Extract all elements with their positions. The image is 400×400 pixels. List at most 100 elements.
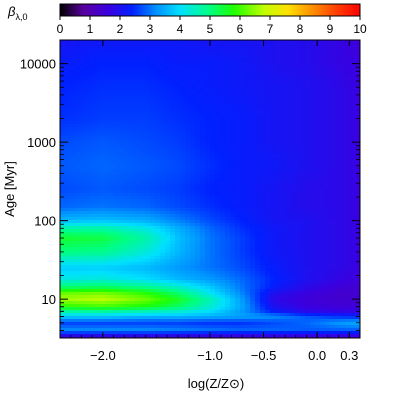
heatmap-cell (180, 217, 186, 221)
heatmap-cell (140, 235, 146, 239)
heatmap-cell (185, 160, 191, 164)
heatmap-cell (250, 244, 256, 248)
heatmap-cell (305, 115, 311, 119)
heatmap-cell (165, 283, 171, 287)
heatmap-cell (75, 208, 81, 212)
heatmap-cell (305, 145, 311, 149)
heatmap-cell (85, 112, 91, 116)
heatmap-cell (335, 205, 341, 209)
heatmap-cell (330, 238, 336, 242)
heatmap-cell (65, 136, 71, 140)
heatmap-cell (200, 271, 206, 275)
heatmap-cell (90, 187, 96, 191)
heatmap-cell (115, 217, 121, 221)
heatmap-cell (90, 166, 96, 170)
heatmap-cell (265, 91, 271, 95)
heatmap-cell (80, 157, 86, 161)
heatmap-cell (300, 238, 306, 242)
heatmap-cell (140, 109, 146, 113)
heatmap-cell (295, 208, 301, 212)
heatmap-cell (325, 223, 331, 227)
heatmap-cell (110, 271, 116, 275)
heatmap-cell (330, 64, 336, 68)
heatmap-cell (265, 247, 271, 251)
heatmap-cell (135, 196, 141, 200)
heatmap-cell (135, 106, 141, 110)
heatmap-cell (135, 109, 141, 113)
heatmap-cell (130, 55, 136, 59)
heatmap-cell (345, 91, 351, 95)
heatmap-cell (85, 238, 91, 242)
heatmap-cell (155, 145, 161, 149)
heatmap-cell (65, 85, 71, 89)
heatmap-cell (235, 115, 241, 119)
heatmap-cell (215, 247, 221, 251)
heatmap-cell (125, 43, 131, 47)
heatmap-cell (345, 214, 351, 218)
heatmap-cell (65, 91, 71, 95)
heatmap-cell (310, 244, 316, 248)
heatmap-cell (130, 61, 136, 65)
heatmap-cell (150, 91, 156, 95)
heatmap-cell (295, 76, 301, 80)
heatmap-cell (310, 46, 316, 50)
heatmap-cell (105, 238, 111, 242)
heatmap-cell (315, 106, 321, 110)
heatmap-cell (300, 58, 306, 62)
heatmap-cell (325, 211, 331, 215)
heatmap-cell (195, 46, 201, 50)
heatmap-cell (180, 58, 186, 62)
heatmap-cell (335, 232, 341, 236)
heatmap-cell (135, 187, 141, 191)
heatmap-cell (125, 142, 131, 146)
heatmap-cell (140, 154, 146, 158)
heatmap-cell (230, 124, 236, 128)
heatmap-cell (305, 148, 311, 152)
heatmap-cell (105, 277, 111, 281)
heatmap-cell (115, 52, 121, 56)
heatmap-cell (140, 256, 146, 260)
heatmap-cell (85, 226, 91, 230)
heatmap-cell (255, 199, 261, 203)
heatmap-cell (125, 133, 131, 137)
heatmap-cell (320, 226, 326, 230)
heatmap-cell (135, 43, 141, 47)
heatmap-cell (275, 124, 281, 128)
heatmap-cell (255, 211, 261, 215)
heatmap-cell (120, 238, 126, 242)
heatmap-cell (125, 112, 131, 116)
heatmap-cell (330, 157, 336, 161)
heatmap-cell (230, 70, 236, 74)
heatmap-cell (240, 241, 246, 245)
heatmap-cell (75, 91, 81, 95)
heatmap-cell (250, 256, 256, 260)
heatmap-cell (155, 244, 161, 248)
heatmap-cell (80, 142, 86, 146)
heatmap-cell (180, 274, 186, 278)
heatmap-cell (330, 130, 336, 134)
heatmap-cell (160, 151, 166, 155)
heatmap-cell (330, 94, 336, 98)
heatmap-cell (285, 181, 291, 185)
heatmap-cell (210, 208, 216, 212)
heatmap-cell (265, 85, 271, 89)
heatmap-cell (85, 241, 91, 245)
heatmap-cell (180, 238, 186, 242)
heatmap-cell (140, 214, 146, 218)
heatmap-cell (75, 73, 81, 77)
heatmap-cell (200, 166, 206, 170)
heatmap-cell (65, 145, 71, 149)
heatmap-cell (250, 286, 256, 290)
heatmap-cell (225, 151, 231, 155)
heatmap-cell (195, 94, 201, 98)
heatmap-cell (270, 58, 276, 62)
heatmap-cell (65, 214, 71, 218)
heatmap-cell (125, 97, 131, 101)
heatmap-cell (320, 76, 326, 80)
heatmap-cell (295, 268, 301, 272)
heatmap-cell (350, 118, 356, 122)
heatmap-cell (70, 67, 76, 71)
heatmap-cell (200, 274, 206, 278)
heatmap-cell (85, 190, 91, 194)
heatmap-cell (310, 112, 316, 116)
